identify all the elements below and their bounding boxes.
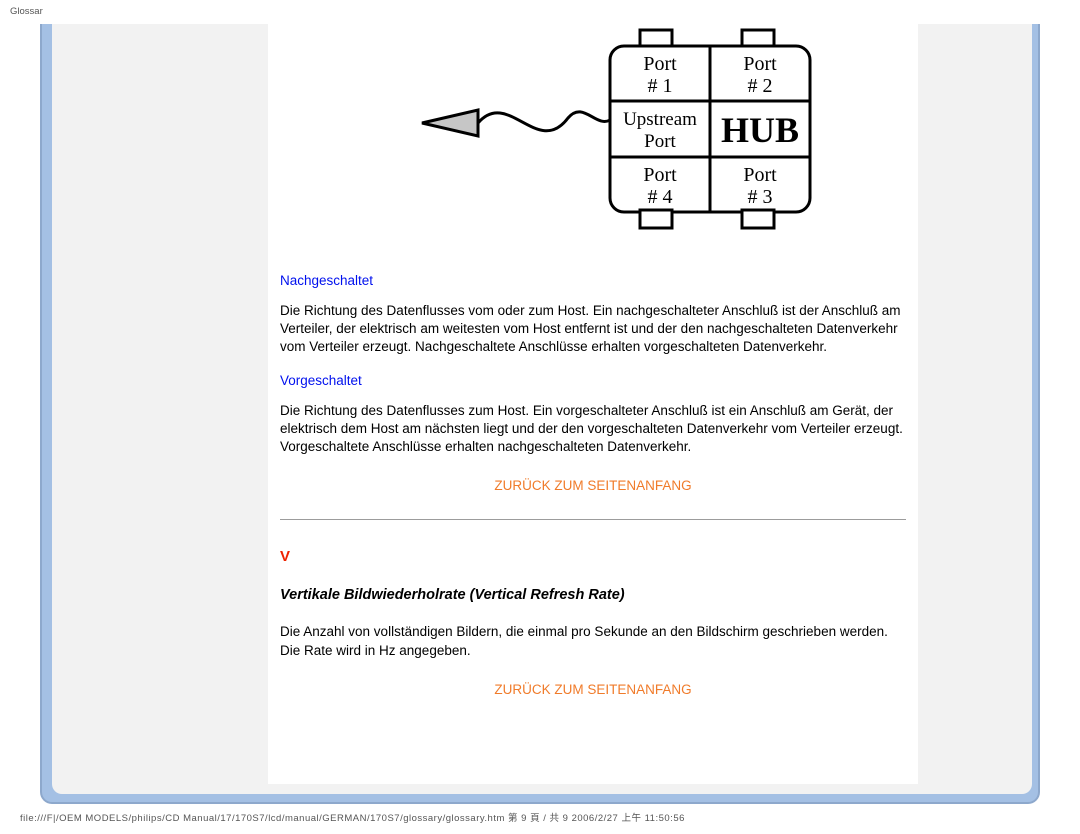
term-downstream-title: Nachgeschaltet <box>280 273 906 288</box>
port1-l1: Port <box>643 53 677 75</box>
port4-l1: Port <box>643 164 677 186</box>
tab-port4 <box>640 210 672 228</box>
term-upstream-body: Die Richtung des Datenflusses zum Host. … <box>280 402 906 457</box>
content-card: Port # 1 Port # 2 Upstream Port HUB Port… <box>268 24 918 784</box>
upstream-l2: Port <box>644 131 676 152</box>
back-to-top-link-1[interactable]: ZURÜCK ZUM SEITENANFANG <box>280 478 906 493</box>
outer-frame: Port # 1 Port # 2 Upstream Port HUB Port… <box>40 24 1040 804</box>
port4-l2: # 4 <box>648 186 673 208</box>
hub-label: HUB <box>721 110 799 150</box>
back-to-top-link-2[interactable]: ZURÜCK ZUM SEITENANFANG <box>280 682 906 697</box>
section-letter-v: V <box>280 548 906 565</box>
section-v-heading: Vertikale Bildwiederholrate (Vertical Re… <box>280 587 906 603</box>
port3-l1: Port <box>743 164 777 186</box>
port2-l2: # 2 <box>748 75 773 97</box>
hub-diagram: Port # 1 Port # 2 Upstream Port HUB Port… <box>280 24 906 273</box>
footer-path: file:///F|/OEM MODELS/philips/CD Manual/… <box>20 810 685 824</box>
hub-svg: Port # 1 Port # 2 Upstream Port HUB Port… <box>358 28 828 248</box>
cable <box>422 110 610 136</box>
section-divider <box>280 519 906 520</box>
term-downstream-body: Die Richtung des Datenflusses vom oder z… <box>280 302 906 357</box>
page-header-label: Glossar <box>10 6 43 17</box>
port2-l1: Port <box>743 53 777 75</box>
tab-port3 <box>742 210 774 228</box>
inner-page: Port # 1 Port # 2 Upstream Port HUB Port… <box>52 24 1032 794</box>
port1-l2: # 1 <box>648 75 673 97</box>
upstream-l1: Upstream <box>623 109 697 130</box>
term-upstream-title: Vorgeschaltet <box>280 373 906 388</box>
section-v-body: Die Anzahl von vollständigen Bildern, di… <box>280 623 906 659</box>
port3-l2: # 3 <box>748 186 773 208</box>
